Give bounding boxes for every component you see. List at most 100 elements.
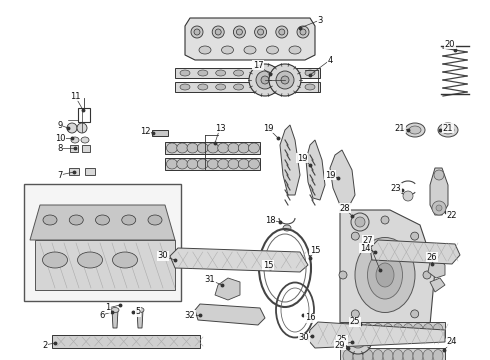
Circle shape xyxy=(255,26,267,38)
Ellipse shape xyxy=(187,159,198,169)
Ellipse shape xyxy=(77,252,102,268)
Text: 1: 1 xyxy=(105,303,111,312)
Circle shape xyxy=(191,26,203,38)
Circle shape xyxy=(256,71,274,89)
Polygon shape xyxy=(69,168,79,175)
Ellipse shape xyxy=(353,324,363,337)
Ellipse shape xyxy=(287,70,297,76)
Ellipse shape xyxy=(187,143,198,153)
Ellipse shape xyxy=(228,143,239,153)
Circle shape xyxy=(354,336,362,344)
Circle shape xyxy=(355,217,365,227)
Text: 6: 6 xyxy=(99,310,105,320)
Polygon shape xyxy=(195,304,265,325)
Text: 31: 31 xyxy=(205,275,215,284)
Ellipse shape xyxy=(373,350,383,360)
Text: 20: 20 xyxy=(445,40,455,49)
Polygon shape xyxy=(340,348,445,360)
Ellipse shape xyxy=(111,307,119,312)
Ellipse shape xyxy=(71,137,79,143)
Text: 13: 13 xyxy=(215,123,225,132)
Ellipse shape xyxy=(251,84,262,90)
Ellipse shape xyxy=(238,159,249,169)
Circle shape xyxy=(411,232,418,240)
Text: 32: 32 xyxy=(185,310,196,320)
Ellipse shape xyxy=(251,70,262,76)
Polygon shape xyxy=(85,168,95,175)
Ellipse shape xyxy=(207,159,219,169)
Polygon shape xyxy=(430,278,445,292)
Circle shape xyxy=(339,271,347,279)
Ellipse shape xyxy=(216,84,226,90)
Ellipse shape xyxy=(180,84,190,90)
Polygon shape xyxy=(52,335,200,348)
Polygon shape xyxy=(428,258,445,278)
Polygon shape xyxy=(137,310,143,328)
Ellipse shape xyxy=(148,215,162,225)
Polygon shape xyxy=(340,322,445,338)
Polygon shape xyxy=(330,150,355,208)
Circle shape xyxy=(276,71,294,89)
Circle shape xyxy=(297,26,309,38)
Ellipse shape xyxy=(305,70,315,76)
Text: 8: 8 xyxy=(57,144,63,153)
Ellipse shape xyxy=(234,84,244,90)
Text: 28: 28 xyxy=(340,203,350,212)
Circle shape xyxy=(281,76,289,84)
Circle shape xyxy=(261,76,269,84)
Text: 26: 26 xyxy=(427,252,437,261)
Polygon shape xyxy=(175,68,320,78)
Polygon shape xyxy=(112,310,118,328)
Text: 15: 15 xyxy=(310,246,320,255)
Text: 5: 5 xyxy=(135,307,141,316)
Circle shape xyxy=(77,123,87,133)
Text: 2: 2 xyxy=(42,341,48,350)
Ellipse shape xyxy=(199,46,211,54)
Circle shape xyxy=(236,29,243,35)
Circle shape xyxy=(432,201,446,215)
Circle shape xyxy=(351,310,359,318)
Circle shape xyxy=(249,64,281,96)
Ellipse shape xyxy=(267,46,278,54)
Ellipse shape xyxy=(368,251,402,299)
Circle shape xyxy=(194,29,200,35)
Ellipse shape xyxy=(113,252,138,268)
Circle shape xyxy=(269,64,301,96)
Ellipse shape xyxy=(373,324,383,337)
Text: 9: 9 xyxy=(57,121,63,130)
Ellipse shape xyxy=(413,350,423,360)
Ellipse shape xyxy=(228,159,239,169)
Ellipse shape xyxy=(43,252,68,268)
Ellipse shape xyxy=(216,70,226,76)
Ellipse shape xyxy=(423,350,433,360)
Ellipse shape xyxy=(403,324,413,337)
Ellipse shape xyxy=(438,123,458,137)
Text: 16: 16 xyxy=(305,314,315,323)
Ellipse shape xyxy=(383,350,393,360)
Polygon shape xyxy=(165,158,260,170)
Polygon shape xyxy=(370,240,460,264)
Ellipse shape xyxy=(218,159,229,169)
Ellipse shape xyxy=(433,324,443,337)
Ellipse shape xyxy=(433,350,443,360)
Text: 12: 12 xyxy=(140,126,150,135)
Polygon shape xyxy=(30,205,175,240)
Ellipse shape xyxy=(248,143,260,153)
Text: 23: 23 xyxy=(391,184,401,193)
Ellipse shape xyxy=(423,324,433,337)
Circle shape xyxy=(350,332,366,348)
Ellipse shape xyxy=(289,46,301,54)
Polygon shape xyxy=(152,130,168,136)
Circle shape xyxy=(276,26,288,38)
Ellipse shape xyxy=(343,350,353,360)
Polygon shape xyxy=(430,168,448,215)
Text: 29: 29 xyxy=(335,341,345,350)
Ellipse shape xyxy=(177,143,188,153)
Ellipse shape xyxy=(167,159,177,169)
Ellipse shape xyxy=(442,126,454,134)
Text: 25: 25 xyxy=(337,336,347,345)
Ellipse shape xyxy=(413,324,423,337)
Text: 22: 22 xyxy=(447,211,457,220)
Text: 14: 14 xyxy=(360,243,370,252)
Ellipse shape xyxy=(393,350,403,360)
